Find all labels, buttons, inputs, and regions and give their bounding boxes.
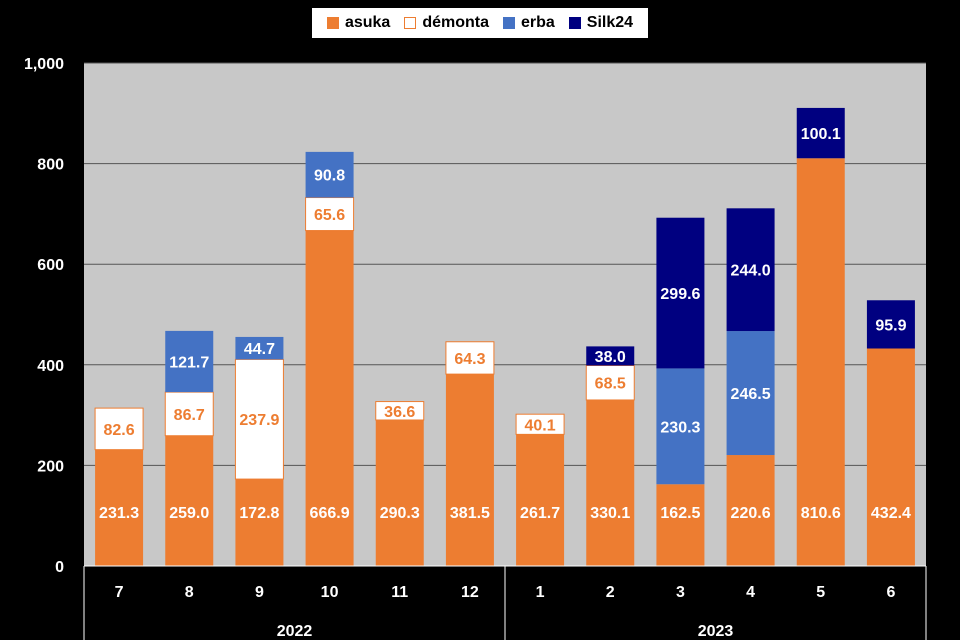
legend-label: démonta <box>422 14 489 31</box>
bar-segment-silk24 <box>866 300 915 349</box>
data-label: 230.3 <box>660 419 700 436</box>
data-label: 162.5 <box>660 505 700 522</box>
bar-segment-dmonta <box>234 358 284 480</box>
x-tick-label: 12 <box>461 584 479 601</box>
bar-segment-asuka <box>375 419 424 566</box>
bar-segment-dmonta <box>515 413 565 435</box>
data-label: 68.5 <box>595 376 626 393</box>
bar-segment-asuka <box>95 449 144 566</box>
bar-segment-asuka <box>165 435 214 566</box>
data-label: 237.9 <box>239 412 279 429</box>
bar-segment-erba <box>305 151 354 198</box>
bar-segment-silk24 <box>656 217 705 369</box>
bar-segment-asuka <box>235 479 284 566</box>
y-tick-label: 0 <box>55 559 64 576</box>
bar-segment-asuka <box>586 399 635 566</box>
bar-segment-silk24 <box>586 346 635 366</box>
legend-swatch <box>502 17 515 29</box>
bar-segment-dmonta <box>445 341 495 375</box>
bar-segment-erba <box>726 331 775 456</box>
bar-segment-dmonta <box>164 391 214 437</box>
bar-segment-erba <box>165 330 214 393</box>
bar-segment-silk24 <box>726 208 775 332</box>
y-tick-label: 800 <box>37 157 64 174</box>
legend-item: démonta <box>404 14 489 32</box>
x-tick-label: 8 <box>185 584 194 601</box>
legend-label: Silk24 <box>586 14 634 31</box>
x-tick-label: 5 <box>816 584 825 601</box>
bar-segment-asuka <box>305 230 354 566</box>
y-tick-label: 400 <box>37 358 64 375</box>
data-label: 64.3 <box>454 351 485 368</box>
y-tick-label: 600 <box>37 257 64 274</box>
data-label: 381.5 <box>450 505 490 522</box>
data-label: 290.3 <box>380 505 420 522</box>
legend: asuka démonta erba Silk24 <box>312 8 648 38</box>
x-tick-label: 6 <box>886 584 895 601</box>
x-tick-label: 9 <box>255 584 264 601</box>
data-label: 82.6 <box>104 422 135 439</box>
data-label: 220.6 <box>731 505 771 522</box>
data-label: 666.9 <box>310 505 350 522</box>
bar-segment-dmonta <box>375 401 425 421</box>
bar-segment-asuka <box>796 158 845 567</box>
legend-item: erba <box>502 14 555 32</box>
data-label: 810.6 <box>801 505 841 522</box>
data-label: 121.7 <box>169 355 209 372</box>
bar-segment-asuka <box>516 434 565 566</box>
bar-segment-erba <box>235 336 284 360</box>
x-tick-label: 2 <box>606 584 615 601</box>
x-tick-label: 7 <box>115 584 124 601</box>
data-label: 38.0 <box>595 349 626 366</box>
x-group-label: 2022 <box>277 623 313 640</box>
x-tick-label: 11 <box>391 584 408 601</box>
bar-segment-erba <box>656 368 705 485</box>
legend-swatch <box>568 17 581 29</box>
plot-area <box>84 63 926 566</box>
bar-segment-asuka <box>726 455 775 566</box>
bar-segment-asuka <box>656 484 705 566</box>
data-label: 261.7 <box>520 505 560 522</box>
x-tick-label: 1 <box>536 584 545 601</box>
data-label: 172.8 <box>239 505 279 522</box>
legend-item: asuka <box>326 14 391 32</box>
x-tick-label: 3 <box>676 584 685 601</box>
data-label: 299.6 <box>660 286 700 303</box>
legend-swatch <box>404 17 417 29</box>
data-label: 246.5 <box>731 386 771 403</box>
data-label: 86.7 <box>174 407 205 424</box>
bar-segment-dmonta <box>94 407 144 451</box>
bar-segment-dmonta <box>585 365 635 401</box>
bar-segment-asuka <box>866 348 915 566</box>
legend-swatch <box>326 17 339 29</box>
data-label: 65.6 <box>314 207 345 224</box>
bar-segment-dmonta <box>305 197 355 232</box>
data-label: 44.7 <box>244 341 275 358</box>
y-tick-label: 1,000 <box>24 56 64 73</box>
y-tick-label: 200 <box>37 458 64 475</box>
data-label: 231.3 <box>99 505 139 522</box>
data-label: 36.6 <box>384 404 415 421</box>
bar-segment-silk24 <box>796 107 845 159</box>
data-label: 100.1 <box>801 126 841 143</box>
data-label: 40.1 <box>525 417 556 434</box>
legend-label: erba <box>520 14 555 31</box>
legend-label: asuka <box>344 14 391 31</box>
bar-segment-asuka <box>445 374 494 566</box>
data-label: 90.8 <box>314 168 345 185</box>
data-label: 95.9 <box>875 317 906 334</box>
data-label: 244.0 <box>731 263 771 280</box>
x-tick-label: 10 <box>321 584 339 601</box>
x-tick-label: 4 <box>746 584 755 601</box>
data-label: 432.4 <box>871 505 911 522</box>
data-label: 259.0 <box>169 505 209 522</box>
x-group-label: 2023 <box>698 623 734 640</box>
data-label: 330.1 <box>590 505 630 522</box>
legend-item: Silk24 <box>568 14 634 32</box>
